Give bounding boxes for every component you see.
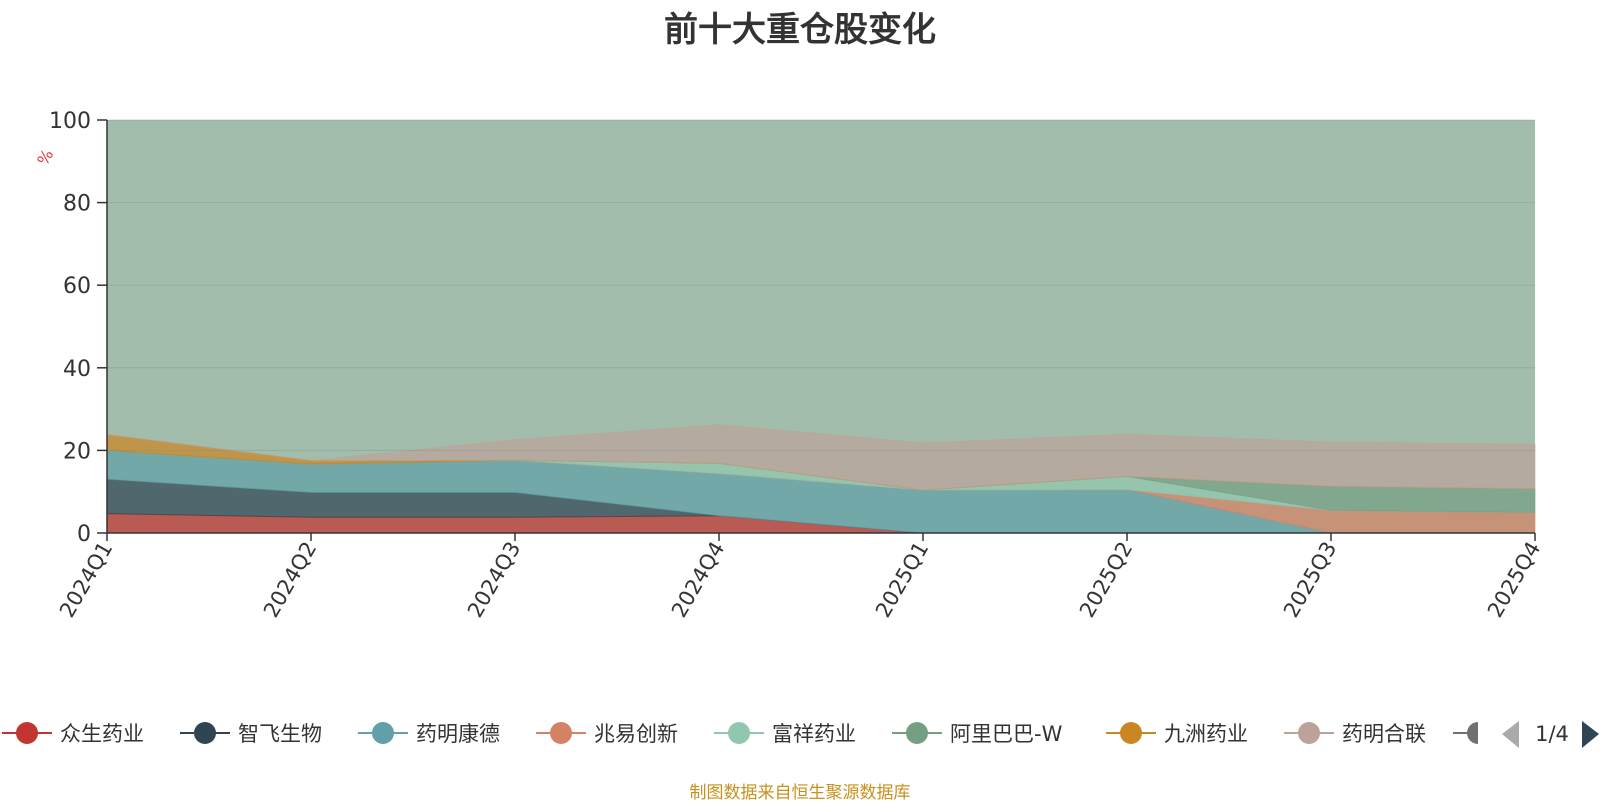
legend-item[interactable]: 阿里巴巴-W [892, 722, 1063, 746]
x-tick-label: 2025Q3 [1279, 538, 1341, 622]
legend-label: 众生药业 [60, 722, 144, 746]
legend-label: 富祥药业 [772, 722, 856, 746]
y-tick-label: 20 [63, 439, 91, 464]
legend-label: 智飞生物 [238, 722, 322, 746]
y-tick-label: 80 [63, 192, 91, 217]
y-tick-label: 60 [63, 274, 91, 299]
legend-page-indicator: 1/4 [1535, 722, 1569, 746]
data-source-note: 制图数据来自恒生聚源数据库 [689, 783, 911, 803]
legend-marker [16, 722, 38, 744]
y-axis-unit: % [33, 146, 57, 169]
legend-item[interactable]: 富祥药业 [714, 722, 856, 746]
series-area-药明合联 [106, 424, 1536, 491]
legend-label: 药明康德 [416, 722, 500, 746]
legend-label: 兆易创新 [594, 722, 678, 746]
legend-label: 药明合联 [1342, 722, 1426, 746]
legend-item[interactable]: 兆易创新 [536, 722, 678, 746]
legend-marker [1298, 722, 1320, 744]
x-tick-label: 2024Q3 [463, 538, 525, 622]
x-tick-label: 2024Q4 [667, 538, 729, 622]
legend-marker [1467, 722, 1478, 744]
legend-item[interactable]: 智飞生物 [180, 722, 322, 746]
x-tick-label: 2024Q1 [55, 538, 117, 622]
area-bands [106, 120, 1536, 534]
y-tick-label: 40 [63, 357, 91, 382]
legend-item-overflow[interactable] [1453, 722, 1478, 744]
legend-marker [728, 722, 750, 744]
x-tick-label: 2024Q2 [259, 538, 321, 622]
legend-marker [906, 722, 928, 744]
legend-marker [1120, 722, 1142, 744]
legend: 众生药业 智飞生物 药明康德 兆易创新 富祥药业 阿里巴巴-W 九洲药业 药明合联 1/4 [2, 721, 1599, 748]
legend-label: 九洲药业 [1164, 722, 1248, 746]
chart-title: 前十大重仓股变化 [664, 10, 936, 50]
x-tick-label: 2025Q2 [1075, 538, 1137, 622]
legend-item[interactable]: 众生药业 [2, 722, 144, 746]
legend-item[interactable]: 药明合联 [1284, 722, 1426, 746]
y-tick-label: 100 [49, 109, 91, 134]
x-tick-label: 2025Q1 [871, 538, 933, 622]
x-tick-label: 2025Q4 [1483, 538, 1545, 622]
legend-label: 阿里巴巴-W [950, 722, 1063, 746]
legend-item[interactable]: 九洲药业 [1106, 722, 1248, 746]
legend-marker [550, 722, 572, 744]
legend-next-page-icon[interactable] [1582, 721, 1599, 748]
legend-item[interactable]: 药明康德 [358, 722, 500, 746]
legend-marker [194, 722, 216, 744]
y-tick-label: 0 [77, 522, 91, 547]
legend-marker [372, 722, 394, 744]
legend-prev-page-icon[interactable] [1502, 721, 1519, 748]
